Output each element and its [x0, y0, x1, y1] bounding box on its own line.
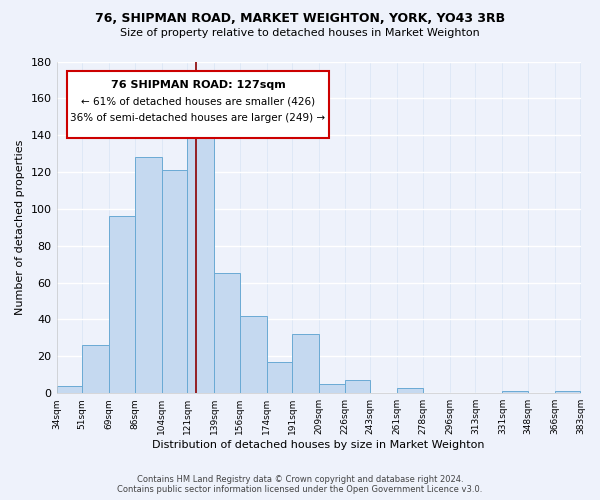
Bar [240, 316, 267, 393]
Bar [56, 386, 82, 393]
Bar [161, 170, 187, 393]
Bar [397, 388, 423, 393]
Text: Contains HM Land Registry data © Crown copyright and database right 2024.
Contai: Contains HM Land Registry data © Crown c… [118, 474, 482, 494]
Text: ← 61% of detached houses are smaller (426): ← 61% of detached houses are smaller (42… [81, 96, 315, 106]
Bar [214, 274, 240, 393]
Bar [292, 334, 319, 393]
Text: Size of property relative to detached houses in Market Weighton: Size of property relative to detached ho… [120, 28, 480, 38]
Text: 76 SHIPMAN ROAD: 127sqm: 76 SHIPMAN ROAD: 127sqm [110, 80, 286, 90]
Bar [502, 392, 528, 393]
Bar [134, 158, 161, 393]
Bar [109, 216, 134, 393]
Text: 76, SHIPMAN ROAD, MARKET WEIGHTON, YORK, YO43 3RB: 76, SHIPMAN ROAD, MARKET WEIGHTON, YORK,… [95, 12, 505, 26]
Bar [345, 380, 370, 393]
Bar [82, 346, 109, 393]
FancyBboxPatch shape [67, 72, 329, 138]
Y-axis label: Number of detached properties: Number of detached properties [15, 140, 25, 315]
Text: 36% of semi-detached houses are larger (249) →: 36% of semi-detached houses are larger (… [70, 113, 326, 123]
X-axis label: Distribution of detached houses by size in Market Weighton: Distribution of detached houses by size … [152, 440, 485, 450]
Bar [267, 362, 292, 393]
Bar [555, 392, 580, 393]
Bar [319, 384, 345, 393]
Bar [187, 115, 214, 393]
